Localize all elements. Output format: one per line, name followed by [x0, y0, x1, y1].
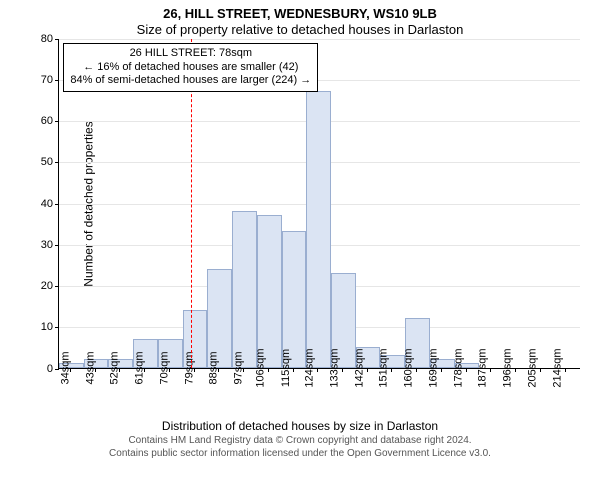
- x-tick-label: 214sqm: [545, 348, 563, 387]
- x-tick-label: 43sqm: [78, 351, 96, 384]
- annotation-line: 84% of semi-detached houses are larger (…: [70, 74, 311, 88]
- annotation-line: 26 HILL STREET: 78sqm: [70, 47, 311, 61]
- x-tick-mark: [268, 368, 269, 372]
- x-tick-label: 79sqm: [177, 351, 195, 384]
- x-tick-label: 97sqm: [227, 351, 245, 384]
- x-tick-mark: [293, 368, 294, 372]
- x-axis-label: Distribution of detached houses by size …: [0, 419, 600, 433]
- x-tick-mark: [416, 368, 417, 372]
- x-tick-mark: [317, 368, 318, 372]
- x-tick-label: 124sqm: [298, 348, 316, 387]
- x-tick-mark: [367, 368, 368, 372]
- histogram-bar: [306, 91, 331, 367]
- histogram-bar: [232, 211, 257, 368]
- annotation-line: ← 16% of detached houses are smaller (42…: [70, 61, 311, 75]
- page-title: 26, HILL STREET, WEDNESBURY, WS10 9LB: [0, 0, 600, 22]
- page-subtitle: Size of property relative to detached ho…: [0, 22, 600, 38]
- x-tick-label: 61sqm: [128, 351, 146, 384]
- y-tick-label: 80: [41, 33, 59, 45]
- x-tick-label: 70sqm: [152, 351, 170, 384]
- x-tick-label: 142sqm: [347, 348, 365, 387]
- x-tick-mark: [490, 368, 491, 372]
- histogram-bar: [282, 231, 307, 367]
- plot-region: 0102030405060708034sqm43sqm52sqm61sqm70s…: [58, 39, 580, 369]
- x-tick-label: 151sqm: [372, 348, 390, 387]
- x-tick-label: 205sqm: [520, 348, 538, 387]
- x-tick-mark: [515, 368, 516, 372]
- x-tick-mark: [391, 368, 392, 372]
- x-tick-mark: [565, 368, 566, 372]
- x-tick-label: 34sqm: [53, 351, 71, 384]
- annotation-box: 26 HILL STREET: 78sqm← 16% of detached h…: [63, 43, 318, 92]
- x-tick-mark: [540, 368, 541, 372]
- x-tick-label: 88sqm: [202, 351, 220, 384]
- x-tick-label: 187sqm: [471, 348, 489, 387]
- x-tick-label: 115sqm: [273, 348, 291, 386]
- x-tick-mark: [441, 368, 442, 372]
- footer-line-2: Contains public sector information licen…: [0, 446, 600, 459]
- y-tick-label: 20: [41, 280, 59, 292]
- x-tick-label: 178sqm: [446, 348, 464, 387]
- x-tick-label: 133sqm: [322, 348, 340, 387]
- x-tick-mark: [466, 368, 467, 372]
- y-tick-label: 60: [41, 115, 59, 127]
- y-tick-label: 50: [41, 156, 59, 168]
- chart-area: Number of detached properties 0102030405…: [0, 39, 600, 369]
- x-tick-label: 160sqm: [397, 348, 415, 387]
- y-tick-label: 10: [41, 321, 59, 333]
- gridline-h: [59, 39, 580, 40]
- x-tick-label: 196sqm: [495, 348, 513, 387]
- x-tick-label: 169sqm: [421, 348, 439, 387]
- histogram-bar: [257, 215, 282, 368]
- y-tick-label: 30: [41, 239, 59, 251]
- y-tick-label: 70: [41, 74, 59, 86]
- x-tick-mark: [342, 368, 343, 372]
- x-tick-label: 52sqm: [103, 351, 121, 384]
- y-tick-label: 40: [41, 198, 59, 210]
- footer-line-1: Contains HM Land Registry data © Crown c…: [0, 433, 600, 446]
- x-tick-label: 106sqm: [248, 348, 266, 387]
